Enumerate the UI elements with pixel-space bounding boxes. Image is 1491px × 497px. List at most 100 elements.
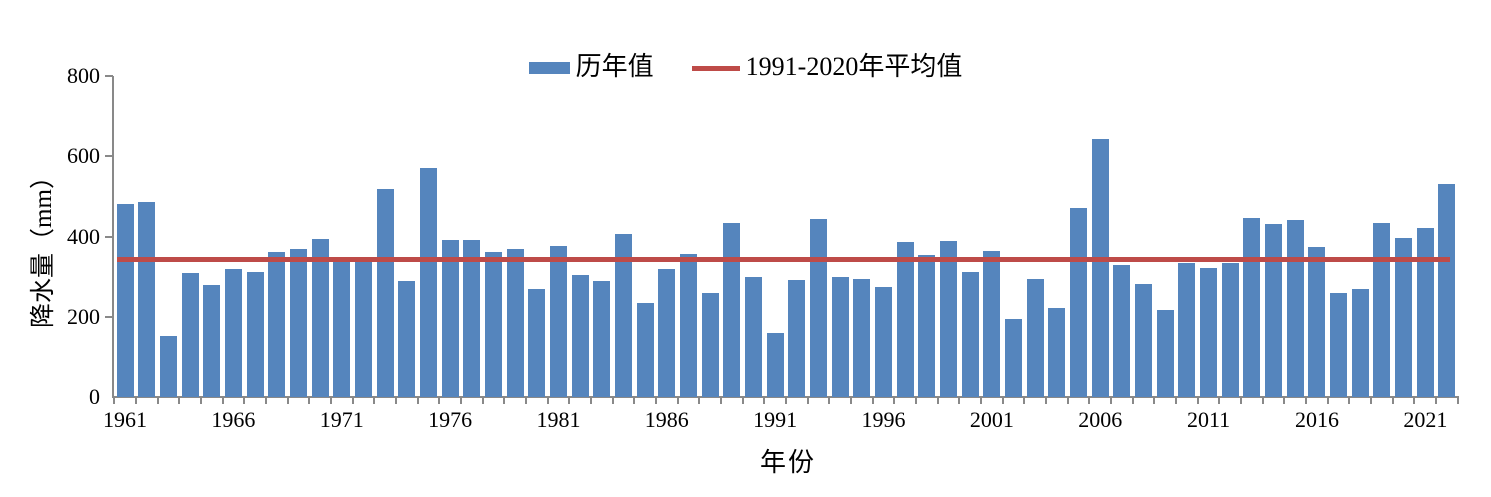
bar-1966: [224, 269, 242, 397]
x-axis-tick: [1305, 398, 1308, 404]
x-tick-label: 2001: [969, 407, 1014, 432]
bar-1986: [658, 268, 676, 397]
x-axis-tick: [1391, 398, 1394, 404]
x-axis-tick: [719, 398, 722, 404]
y-tick-label: 600: [67, 143, 100, 169]
bar-2012: [1221, 262, 1239, 397]
x-axis-tick: [915, 398, 918, 404]
x-tick-label: 1981: [536, 407, 581, 432]
bar-1996: [875, 286, 893, 397]
x-axis-tick: [893, 398, 896, 404]
x-axis-tick: [503, 398, 506, 404]
x-tick-label: 2006: [1078, 407, 1123, 432]
x-axis-tick: [1175, 398, 1178, 404]
bar-2021: [1416, 227, 1434, 397]
bar-2017: [1330, 292, 1348, 397]
bar-2014: [1265, 224, 1283, 397]
bar-1967: [246, 271, 264, 397]
bar-1995: [853, 278, 871, 397]
bar-1961: [116, 203, 134, 397]
bar-2015: [1286, 220, 1304, 397]
x-axis-tick: [156, 398, 159, 404]
bar-2007: [1113, 265, 1131, 397]
bar-1971: [333, 260, 351, 397]
bar-2001: [983, 250, 1001, 397]
bar-1968: [268, 252, 286, 397]
bar-1977: [463, 240, 481, 397]
legend: 历年值 1991-2020年平均值: [0, 50, 1491, 84]
x-axis-tick: [113, 398, 116, 404]
x-axis-tick: [589, 398, 592, 404]
bar-1999: [940, 240, 958, 397]
average-reference-line: [117, 256, 1450, 262]
bar-1998: [918, 254, 936, 397]
x-axis-tick: [1023, 398, 1026, 404]
x-axis-title: 年份: [759, 448, 816, 477]
bar-1994: [831, 276, 849, 397]
x-axis-tick: [286, 398, 289, 404]
x-axis-tick: [784, 398, 787, 404]
x-axis-tick: [459, 398, 462, 404]
x-tick-label: 2011: [1187, 407, 1231, 432]
x-axis-tick: [416, 398, 419, 404]
x-axis-tick: [698, 398, 701, 404]
x-axis-tick: [1088, 398, 1091, 404]
x-axis-tick: [199, 398, 202, 404]
x-axis-tick: [1413, 398, 1416, 404]
x-axis-tick: [524, 398, 527, 404]
bar-2020: [1395, 238, 1413, 397]
x-tick-label: 1966: [211, 407, 256, 432]
x-axis-tick: [1435, 398, 1438, 404]
bar-2018: [1351, 289, 1369, 397]
y-axis-line: [112, 76, 114, 397]
x-axis-tick: [958, 398, 961, 404]
bar-1983: [593, 281, 611, 397]
bar-1990: [744, 277, 762, 397]
x-axis-tick: [871, 398, 874, 404]
x-axis-tick: [1326, 398, 1329, 404]
bar-1993: [810, 219, 827, 397]
bar-1988: [701, 292, 719, 397]
legend-label-average-line: 1991-2020年平均值: [745, 52, 963, 81]
x-axis-tick: [481, 398, 484, 404]
bar-1985: [636, 302, 654, 397]
x-axis-tick: [308, 398, 311, 404]
bar-1976: [441, 240, 459, 397]
x-axis-tick: [980, 398, 983, 404]
x-axis-tick: [329, 398, 332, 404]
x-axis-tick: [611, 398, 614, 404]
bar-1997: [896, 242, 914, 397]
x-axis-tick: [1348, 398, 1351, 404]
x-axis-tick: [134, 398, 137, 404]
bar-2022: [1438, 183, 1456, 397]
x-axis-tick: [741, 398, 744, 404]
bar-2010: [1178, 263, 1196, 397]
bar-1962: [138, 201, 156, 397]
bar-2004: [1048, 307, 1066, 397]
x-axis-tick: [850, 398, 852, 404]
bar-1969: [289, 248, 307, 397]
x-axis-tick: [243, 398, 246, 404]
bar-1964: [181, 273, 199, 397]
x-axis-tick: [936, 398, 939, 404]
bar-2003: [1026, 278, 1044, 397]
x-tick-label: 1961: [103, 407, 147, 432]
x-axis-tick: [568, 398, 571, 404]
x-axis-tick: [1456, 398, 1459, 404]
bar-1965: [203, 285, 221, 397]
x-axis-tick: [1240, 398, 1243, 404]
bar-1991: [766, 332, 784, 397]
y-tick-label: 0: [89, 384, 100, 409]
y-axis-tick: [105, 315, 113, 318]
x-axis-tick: [264, 398, 267, 404]
y-tick-label: 800: [67, 63, 100, 88]
x-axis-tick: [806, 398, 809, 404]
x-tick-label: 1976: [428, 407, 473, 432]
x-axis-tick: [373, 398, 376, 404]
bar-2002: [1005, 319, 1023, 397]
x-axis-tick: [654, 398, 657, 404]
bar-1978: [484, 251, 502, 397]
x-axis-line: [112, 396, 1459, 398]
x-axis-tick: [676, 398, 679, 404]
bar-2000: [961, 271, 979, 397]
